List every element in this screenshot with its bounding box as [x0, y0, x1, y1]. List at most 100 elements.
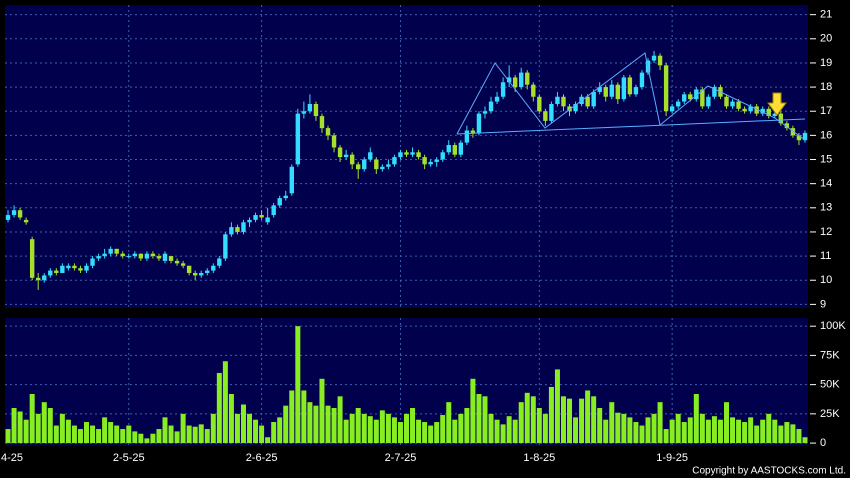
volume-bar: [766, 413, 772, 444]
volume-bar: [410, 408, 416, 444]
candle-body: [470, 130, 476, 133]
volume-bar: [180, 413, 186, 444]
candle-body: [114, 248, 119, 254]
candle-body: [651, 55, 657, 61]
volume-bar: [464, 408, 470, 444]
candle-body: [120, 253, 125, 257]
volume-bar: [681, 422, 687, 444]
volume-bar: [253, 419, 259, 444]
volume-bar: [796, 429, 802, 444]
candle-body: [217, 258, 222, 266]
volume-bar: [440, 415, 446, 444]
candle-body: [555, 96, 560, 104]
candle-body: [205, 270, 210, 273]
candle-body: [36, 277, 41, 281]
candle-body: [362, 159, 367, 170]
candle-body: [23, 219, 29, 223]
candle-body: [42, 275, 47, 281]
candle-body: [277, 198, 282, 206]
candle-body: [627, 77, 633, 95]
volume-bar: [35, 413, 41, 444]
volume-bar: [102, 417, 108, 444]
volume-bar: [355, 408, 361, 444]
candle-body: [639, 72, 645, 88]
volume-bar: [524, 392, 530, 444]
x-tick-label: 1-9-25: [656, 452, 688, 464]
y-tick-label: 100K: [820, 320, 846, 332]
volume-bar: [168, 425, 174, 444]
volume-bar: [699, 413, 705, 444]
volume-bar: [96, 429, 102, 444]
volume-bar: [428, 425, 434, 444]
candle-body: [669, 106, 675, 112]
volume-bar: [23, 419, 29, 444]
candle-body: [331, 135, 337, 148]
candle-body: [398, 152, 403, 158]
volume-bar: [760, 419, 766, 444]
candle-body: [506, 77, 512, 83]
candle-body: [784, 123, 790, 129]
candle-body: [464, 130, 470, 143]
volume-bar: [723, 402, 729, 444]
trend-line: [456, 52, 806, 141]
volume-bar: [736, 419, 742, 444]
candle-body: [778, 113, 784, 124]
y-tick-label: 11: [820, 250, 831, 262]
volume-bar: [621, 413, 627, 444]
volume-bar: [17, 411, 23, 444]
volume-bar: [204, 429, 210, 444]
candle-body: [48, 270, 53, 276]
volume-bar: [259, 425, 265, 444]
candle-body: [247, 219, 252, 223]
volume-bar: [313, 405, 319, 444]
volume-bar: [59, 413, 65, 444]
candle-body: [519, 72, 524, 88]
volume-bar: [693, 393, 699, 444]
candle-body: [355, 164, 361, 170]
x-tick-label: 1-8-25: [523, 452, 555, 464]
candle-body: [675, 101, 681, 107]
volume-bar: [53, 425, 59, 444]
volume-bar: [210, 413, 216, 444]
candle-body: [742, 108, 747, 112]
volume-bar: [651, 413, 657, 444]
volume-bar: [705, 419, 711, 444]
volume-bar: [554, 369, 560, 444]
volume-bar: [458, 413, 464, 444]
candle-body: [603, 87, 608, 97]
candle-body: [271, 205, 276, 216]
volume-bar: [404, 413, 409, 444]
candle-body: [229, 227, 234, 235]
volume-bar: [778, 425, 784, 444]
candle-body: [615, 84, 621, 100]
y-tick-label: 20: [820, 33, 832, 45]
volume-bar: [711, 416, 717, 444]
candle-body: [567, 106, 572, 112]
candle-body: [434, 159, 439, 162]
y-tick-label: 50K: [820, 379, 840, 391]
volume-bar: [150, 433, 156, 444]
volume-bar: [717, 419, 723, 444]
volume-bar: [470, 378, 476, 444]
candle-body: [512, 77, 518, 88]
volume-bar: [385, 413, 391, 444]
candle-body: [138, 253, 144, 259]
candle-body: [621, 77, 627, 100]
volume-bar: [639, 425, 645, 444]
volume-bar: [240, 404, 246, 444]
candle-body: [223, 234, 228, 259]
candle-body: [500, 82, 506, 97]
volume-bar: [742, 422, 748, 444]
candle-body: [706, 96, 711, 107]
volume-bar: [603, 419, 609, 444]
candle-body: [452, 145, 458, 155]
candle-body: [700, 89, 705, 107]
volume-bar: [476, 393, 482, 444]
candle-body: [192, 272, 198, 276]
y-tick-label: 16: [820, 129, 832, 141]
candle-body: [150, 253, 156, 257]
volume-bar: [802, 437, 808, 444]
candle-body: [235, 227, 240, 232]
candle-body: [446, 145, 451, 153]
